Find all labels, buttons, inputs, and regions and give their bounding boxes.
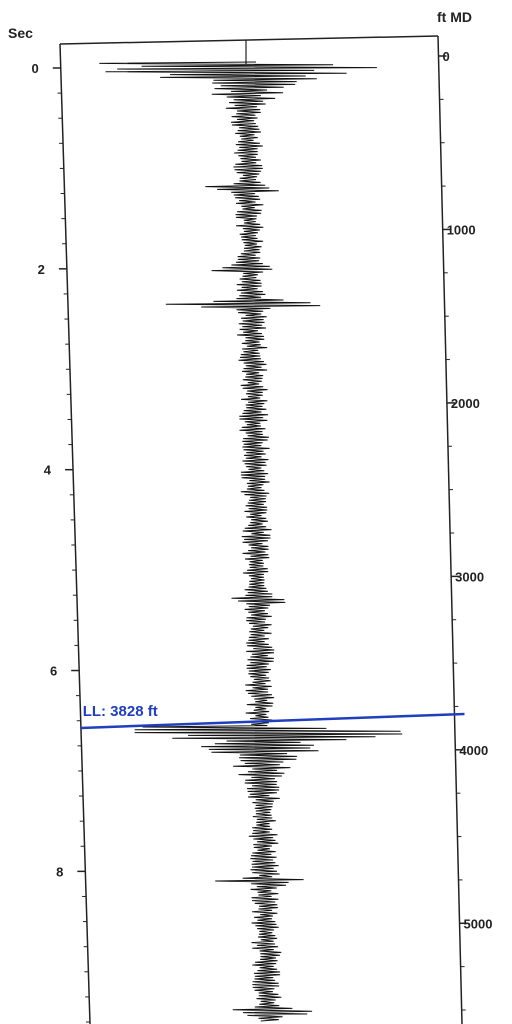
left-tick-label: 6 [50, 664, 57, 679]
right-tick-label: 0 [442, 49, 449, 64]
left-tick-label: 4 [44, 463, 52, 478]
plot-frame [59, 35, 463, 1024]
right-tick-label: 4000 [459, 743, 488, 758]
marker-group: LL: 3828 ft [80, 703, 465, 730]
right-tick-label: 2000 [451, 396, 480, 411]
left-axis-title: Sec [8, 25, 33, 41]
right-tick-label: 3000 [455, 569, 484, 584]
left-tick-label: 0 [32, 61, 39, 76]
right-axis-ticks: 0 1000 2000 3000 4000 5000 [438, 49, 493, 1011]
left-tick-label: 2 [38, 262, 45, 277]
left-tick-label: 8 [56, 864, 63, 879]
marker-line [80, 712, 465, 730]
right-tick-label: 5000 [464, 916, 493, 931]
right-tick-label: 1000 [447, 222, 476, 237]
left-axis-ticks: 0 2 4 6 8 [32, 61, 90, 1023]
marker-label: LL: 3828 ft [83, 703, 158, 720]
waveform-line [99, 61, 403, 1022]
right-axis-title: ft MD [437, 9, 472, 25]
waveform-trace [99, 61, 403, 1022]
